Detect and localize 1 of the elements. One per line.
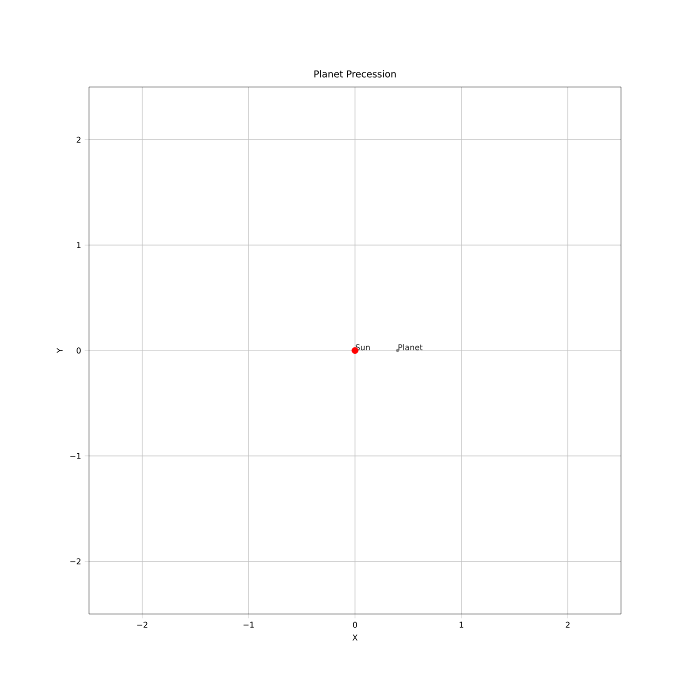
chart-title: Planet Precession <box>314 70 396 78</box>
